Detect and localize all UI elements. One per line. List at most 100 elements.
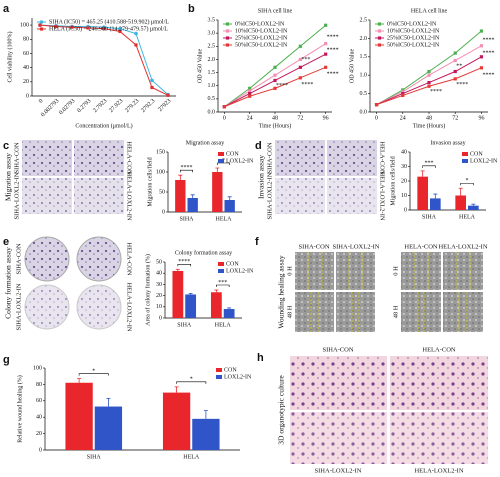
- x-tick-label: 27923: [158, 98, 173, 113]
- legend-label: 25%IC50-LOXL2-IN: [387, 35, 440, 41]
- x-tick-label: SIHA: [422, 214, 437, 220]
- micrograph: [401, 292, 441, 332]
- y-tick-label: 30: [401, 164, 407, 170]
- y-tick-label: 50: [156, 259, 162, 265]
- significance: *: [92, 369, 95, 375]
- legend-swatch: [218, 269, 224, 273]
- error-bar: [227, 196, 232, 200]
- dish: [76, 236, 122, 282]
- error-bar: [106, 397, 111, 407]
- error-bar: [433, 193, 438, 199]
- marker: [401, 88, 405, 92]
- panel-label: g: [3, 354, 10, 366]
- x-tick-label: 24: [247, 115, 253, 121]
- image-label: HELA-LOXL2-IN: [126, 171, 133, 220]
- colony-images: Colony formation assay SIHA-CON SIHA-LOX…: [4, 236, 133, 332]
- image-label: HELA-LOXL2-IN: [438, 243, 487, 250]
- error-bar: [420, 170, 425, 177]
- legend-label: 50%IC50-LOXL2-IN: [387, 42, 440, 48]
- marker: [298, 57, 302, 62]
- marker: [453, 69, 457, 74]
- x-tick-label: SIHA: [177, 322, 192, 328]
- marker: [38, 23, 42, 27]
- image-label: HELA-CON: [126, 141, 133, 175]
- y-tick-label: 40: [23, 65, 29, 71]
- marker: [377, 29, 382, 33]
- histology: [290, 412, 387, 464]
- micrograph: [336, 252, 375, 290]
- micrograph: [443, 292, 483, 332]
- marker: [273, 73, 277, 77]
- significance-bracket: [78, 373, 109, 376]
- bar: [455, 195, 466, 210]
- legend-label: 25%IC50-LOXL2-IN: [235, 35, 288, 41]
- x-tick-label: SIHA: [87, 454, 102, 460]
- error-bar: [458, 187, 463, 196]
- significance-bracket: [460, 182, 474, 186]
- image-title: Wounding healing assay: [277, 255, 286, 328]
- marker: [225, 22, 230, 26]
- y-tick-label: 100: [33, 365, 42, 371]
- x-tick-label: HELA: [183, 454, 200, 460]
- legend-swatch: [216, 375, 222, 379]
- legend-label: LOXL2-IN: [226, 158, 254, 164]
- significance: *: [190, 377, 193, 383]
- organotypic-images: 3D organotypic culture SIHA-CON HELA-CON…: [277, 346, 488, 474]
- error-bar: [178, 174, 183, 180]
- x-tick-label: 27.923: [108, 98, 124, 114]
- marker: [401, 92, 405, 96]
- micrograph: [74, 140, 124, 176]
- significance: ****: [456, 82, 468, 88]
- marker: [225, 29, 230, 33]
- chart-title: HELA cell line: [411, 8, 448, 14]
- x-tick-label: 0: [375, 115, 378, 121]
- y-tick-label: 150: [156, 149, 165, 155]
- y-axis-label: Area of colony formation (%): [144, 254, 151, 326]
- micrograph: [401, 252, 441, 290]
- image-label: SIHA-CON: [15, 243, 22, 274]
- panel-label: c: [3, 140, 9, 152]
- y-tick-label: 100: [156, 169, 165, 175]
- y-tick-label: 0: [159, 315, 162, 321]
- image-label: SIHA-LOXL2-IN: [266, 172, 273, 219]
- marker: [118, 26, 122, 31]
- marker: [248, 86, 252, 90]
- x-tick-label: 2.7923: [92, 98, 108, 114]
- y-axis-label: Cell viability (100%): [6, 32, 13, 83]
- significance: *: [466, 178, 469, 184]
- legend-swatch: [218, 152, 224, 156]
- marker: [453, 51, 457, 55]
- error-bar: [188, 292, 193, 295]
- image-label: HELA-CON: [379, 141, 386, 175]
- legend-swatch: [462, 159, 468, 163]
- x-tick-label: 2792.3: [140, 98, 156, 114]
- significance: ***: [218, 280, 227, 286]
- bar: [468, 205, 479, 210]
- image-label: HELA-CON: [404, 243, 438, 250]
- image-title: Colony formation assay: [4, 247, 13, 319]
- marker: [298, 44, 302, 48]
- legend-label: LOXL2-IN: [470, 158, 498, 164]
- panel-label: e: [3, 236, 9, 248]
- significance: ****: [327, 48, 339, 54]
- bar: [187, 198, 198, 212]
- y-tick-label: 10: [401, 193, 407, 199]
- y-tick-label: 1.0: [360, 73, 368, 79]
- marker: [427, 84, 431, 88]
- micrograph: [275, 178, 325, 214]
- panel-label: a: [3, 3, 10, 15]
- x-tick-label: 48: [272, 115, 278, 121]
- significance: ****: [327, 34, 339, 40]
- wound-edge: [413, 252, 471, 332]
- image-title: 3D organotypic culture: [277, 375, 286, 445]
- y-tick-label: 50: [159, 189, 165, 195]
- significance: ****: [482, 38, 494, 44]
- marker: [166, 93, 170, 97]
- error-bar: [175, 268, 180, 271]
- y-tick-label: 2.5: [208, 44, 216, 50]
- bar: [185, 294, 197, 318]
- micrograph: [295, 292, 334, 332]
- chart-title: Colony formation assay: [175, 249, 232, 256]
- legend-label: CON: [226, 261, 239, 267]
- x-axis-label: Time (Hours): [259, 122, 292, 129]
